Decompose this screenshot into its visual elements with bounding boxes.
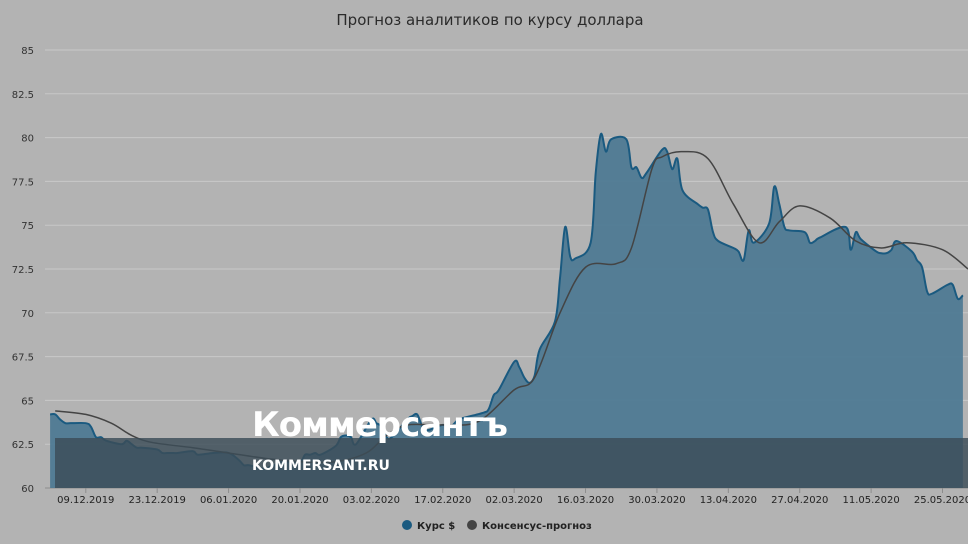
y-tick-label: 67.5 [12, 353, 34, 364]
x-tick-label: 02.03.2020 [486, 495, 543, 506]
y-tick-label: 72.5 [12, 265, 34, 276]
rate-area [50, 133, 963, 488]
watermark-brand: Коммерсантъ [252, 405, 507, 445]
watermark-band [55, 438, 968, 488]
y-tick-label: 75 [21, 221, 34, 232]
y-tick-label: 82.5 [12, 90, 34, 101]
watermark-url: KOMMERSANT.RU [252, 458, 390, 474]
watermark: Коммерсантъ KOMMERSANT.RU [55, 405, 968, 488]
y-tick-label: 77.5 [12, 177, 34, 188]
legend-rate-label: Курс $ [417, 521, 455, 532]
x-tick-label: 16.03.2020 [557, 495, 614, 506]
y-tick-label: 62.5 [12, 440, 34, 451]
x-axis: 09.12.2019 23.12.2019 06.01.2020 20.01.2020… [45, 487, 968, 506]
x-tick-label: 09.12.2019 [57, 495, 114, 506]
x-tick-label: 13.04.2020 [700, 495, 757, 506]
y-tick-label: 70 [21, 309, 34, 320]
legend-consensus-label: Консенсус-прогноз [482, 521, 592, 532]
legend-item-consensus[interactable]: Консенсус-прогноз [467, 520, 592, 532]
x-tick-label: 23.12.2019 [129, 495, 186, 506]
x-tick-label: 03.02.2020 [343, 495, 400, 506]
plot-area [50, 132, 968, 488]
x-tick-label: 11.05.2020 [842, 495, 899, 506]
x-tick-label: 06.01.2020 [200, 495, 257, 506]
y-axis: 85 82.5 80 77.5 75 72.5 70 67.5 65 62.5 60 [12, 46, 34, 495]
x-tick-label: 25.05.2020 [914, 495, 968, 506]
y-tick-label: 85 [21, 46, 34, 57]
legend-consensus-marker [467, 520, 477, 530]
chart-title: Прогноз аналитиков по курсу доллара [336, 11, 643, 29]
x-tick-label: 27.04.2020 [771, 495, 828, 506]
x-tick-label: 20.01.2020 [271, 495, 328, 506]
y-tick-label: 60 [21, 484, 34, 495]
legend-rate-marker [402, 520, 412, 530]
y-tick-label: 80 [21, 134, 34, 145]
x-tick-label: 30.03.2020 [628, 495, 685, 506]
x-tick-label: 17.02.2020 [414, 495, 471, 506]
y-tick-label: 65 [21, 396, 34, 407]
legend-item-rate[interactable]: Курс $ [402, 520, 455, 532]
legend: Курс $ Консенсус-прогноз [402, 520, 592, 532]
